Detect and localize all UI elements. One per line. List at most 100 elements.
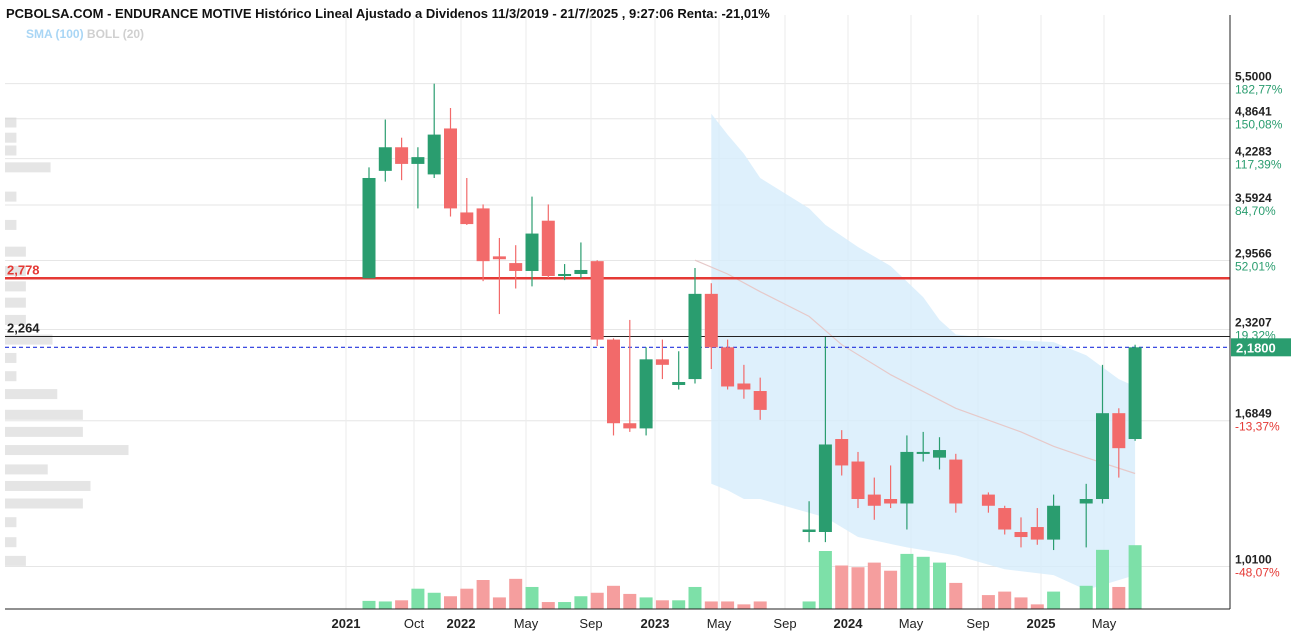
volume-profile-bar [5, 464, 48, 475]
y-tick-pct-label: 117,39% [1235, 158, 1282, 172]
volume-bar [867, 562, 881, 609]
candle-body [639, 359, 653, 429]
volume-profile-bar [5, 191, 17, 202]
x-tick-label: May [1092, 616, 1117, 631]
volume-bar [998, 591, 1012, 609]
candle-body [427, 134, 441, 175]
x-tick-label: 2024 [834, 616, 864, 631]
volume-bar [607, 585, 620, 609]
y-tick-label: 3,5924 [1235, 191, 1272, 205]
volume-bar [509, 578, 523, 609]
volume-bar [574, 596, 588, 609]
candle-body [574, 269, 588, 274]
candle-body [802, 529, 816, 533]
y-tick-pct-label: 182,77% [1235, 83, 1283, 97]
volume-bar [541, 602, 555, 609]
candle-body [607, 339, 620, 424]
y-tick-label: 1,0100 [1235, 552, 1272, 566]
x-tick-label: Sep [966, 616, 989, 631]
candle-body [867, 494, 881, 506]
chart-title: PCBOLSA.COM - ENDURANCE MOTIVE Histórico… [6, 6, 770, 21]
volume-profile-bar [5, 132, 17, 143]
support-line-label: 2,778 [7, 262, 40, 277]
x-tick-label: 2022 [447, 616, 476, 631]
x-tick-label: 2021 [332, 616, 361, 631]
volume-bar [444, 596, 457, 609]
volume-bar [655, 600, 669, 609]
x-tick-label: May [514, 616, 539, 631]
candle-body [1047, 505, 1061, 540]
volume-profile-bar [5, 389, 58, 400]
volume-bar [492, 597, 506, 609]
volume-profile-bar [5, 352, 17, 363]
candle-body [362, 177, 376, 279]
volume-bar [688, 586, 702, 609]
candle-body [411, 157, 425, 164]
bollinger-band [711, 113, 1136, 590]
candle-body [1112, 413, 1126, 449]
volume-profile-bar [5, 517, 17, 528]
volume-profile-bar [5, 555, 26, 566]
candle-body [851, 461, 865, 500]
x-tick-label: May [707, 616, 732, 631]
volume-bar [884, 570, 898, 609]
candle-body [1079, 499, 1093, 504]
volume-bar [1112, 586, 1126, 609]
volume-bar [818, 551, 832, 609]
sma-line [694, 259, 1136, 475]
volume-bar [835, 565, 849, 609]
candle-body [835, 439, 849, 466]
volume-profile-bar [5, 314, 26, 325]
x-tick-label: 2023 [641, 616, 670, 631]
x-tick-label: 2025 [1027, 616, 1056, 631]
y-tick-label: 4,8641 [1235, 105, 1272, 119]
volume-bar [1014, 597, 1028, 609]
candle-body [509, 263, 523, 271]
last-price-tag [1231, 338, 1291, 357]
boll-legend-label[interactable]: BOLL (20) [86, 27, 145, 41]
candle-body [444, 128, 457, 209]
candle-body [1096, 413, 1109, 500]
y-tick-pct-label: 150,08% [1235, 118, 1283, 132]
candle-body [721, 347, 735, 387]
volume-bar [802, 601, 816, 609]
sma-legend-label[interactable]: SMA (100) [26, 27, 84, 41]
y-tick-label: 1,6849 [1235, 407, 1272, 421]
volume-bar [460, 588, 474, 609]
volume-profile-bar [5, 334, 53, 345]
candle-body [590, 261, 604, 340]
volume-bar [411, 588, 425, 609]
x-tick-label: May [899, 616, 924, 631]
candle-body [541, 220, 555, 277]
volume-bar [721, 601, 735, 609]
volume-profile-bar [5, 537, 17, 548]
volume-bar [704, 601, 718, 609]
volume-profile-bar [5, 281, 26, 292]
volume-profile-bar [5, 219, 17, 230]
candle-body [672, 382, 686, 385]
candle-body [981, 494, 995, 506]
candle-body [1128, 347, 1142, 440]
volume-profile-bar [5, 297, 26, 308]
x-tick-label: Sep [773, 616, 796, 631]
candle-body [395, 147, 409, 164]
candle-body [558, 273, 572, 277]
volume-bar [590, 592, 604, 609]
volume-bar [981, 595, 995, 609]
volume-bar [378, 601, 392, 609]
volume-profile-bar [5, 498, 83, 509]
volume-bar [916, 556, 930, 609]
y-tick-label: 2,3207 [1235, 315, 1272, 329]
volume-bar [525, 586, 539, 609]
volume-profile-bar [5, 162, 51, 173]
reference-line-label: 2,264 [7, 321, 40, 336]
candle-body [884, 499, 898, 504]
volume-profile-bar [5, 145, 17, 156]
x-tick-label: Sep [579, 616, 602, 631]
candle-body [900, 451, 914, 504]
volume-profile-bar [5, 371, 17, 382]
volume-bar [362, 600, 376, 609]
candle-body [704, 293, 718, 348]
volume-bar [753, 601, 767, 609]
